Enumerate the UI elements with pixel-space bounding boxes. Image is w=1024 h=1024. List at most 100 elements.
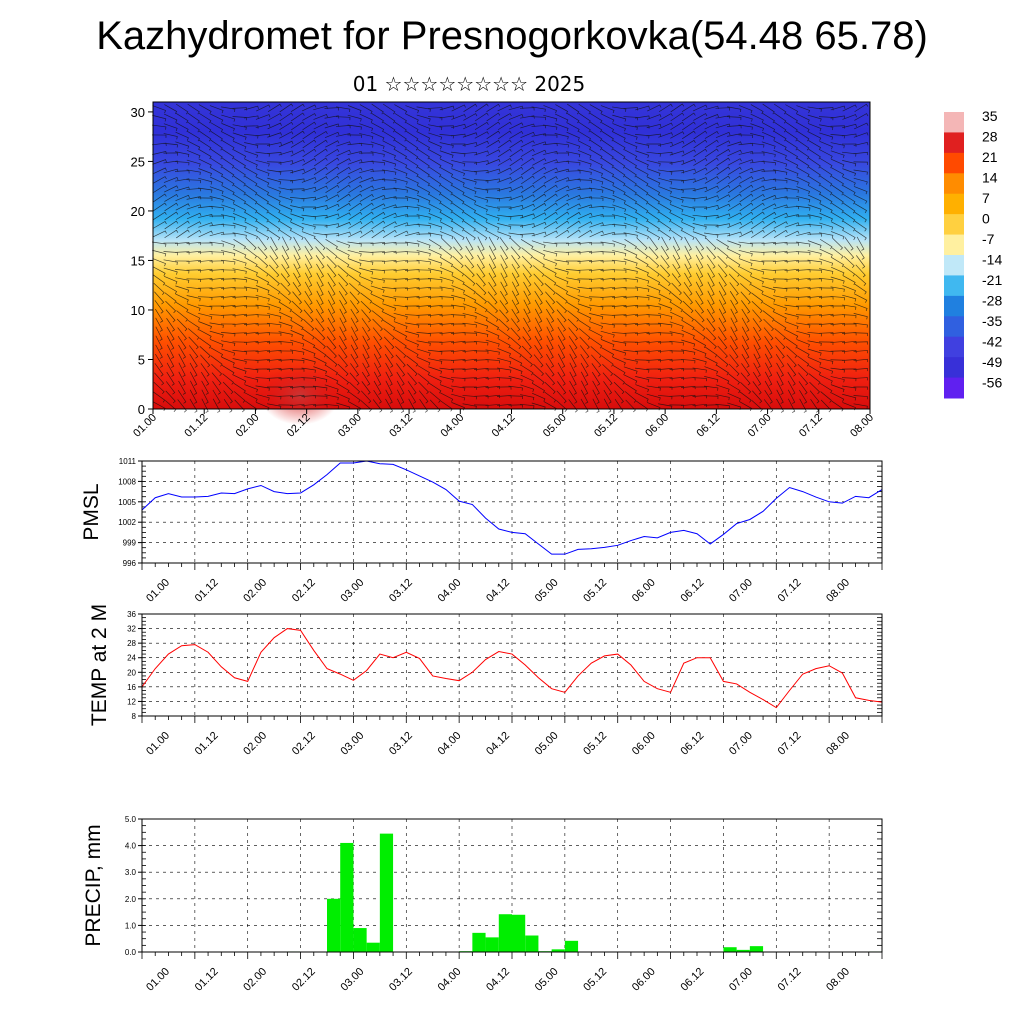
wind-barb [474, 112, 489, 122]
wind-barb [405, 167, 419, 178]
wind-barb [243, 305, 259, 309]
wind-barb [450, 368, 466, 372]
wind-barb [808, 148, 821, 160]
wind-barb [762, 112, 775, 124]
wind-barb [635, 257, 649, 268]
wind-barb [463, 220, 476, 232]
wind-barb [716, 166, 731, 176]
wind-barb [520, 403, 535, 409]
wind-barb [393, 321, 408, 330]
wind-barb [704, 195, 719, 201]
wind-barb [807, 287, 823, 291]
wind-barb [761, 170, 776, 174]
wind-barb [497, 186, 512, 192]
wind-barb [520, 364, 534, 376]
wind-barb [406, 139, 419, 151]
wind-barb [212, 398, 221, 413]
colorbar-label: -21 [982, 272, 1002, 288]
wind-barb [359, 113, 373, 123]
wind-barb [660, 255, 670, 269]
wind-barb [681, 213, 696, 221]
wind-barb [278, 150, 294, 156]
wind-barb [210, 130, 223, 142]
wind-barb [531, 231, 547, 237]
wind-barb [336, 248, 350, 258]
wind-barb [729, 290, 739, 305]
wind-barb [282, 236, 290, 251]
wind-barb [671, 273, 682, 287]
wind-barb [291, 310, 304, 322]
y-tick-label: 3.0 [125, 868, 137, 877]
wind-barb [658, 293, 672, 303]
wind-barb [842, 294, 857, 302]
precip-bar [353, 928, 367, 952]
wind-barb [773, 212, 788, 220]
wind-barb [557, 362, 566, 377]
wind-barb [383, 112, 396, 124]
wind-barb [762, 103, 775, 115]
wind-barb [752, 371, 762, 386]
wind-barb [498, 318, 510, 332]
wind-barb [681, 168, 696, 174]
wind-barb [152, 105, 166, 114]
wind-barb [646, 323, 661, 327]
wind-barb [315, 246, 325, 260]
wind-barb [396, 363, 406, 377]
wind-barb [695, 245, 704, 260]
wind-barb [382, 286, 397, 292]
wind-barb [532, 175, 547, 185]
wind-barb [818, 323, 834, 327]
wind-barb [808, 157, 821, 169]
wind-barb [764, 389, 773, 404]
wind-barb [439, 286, 454, 292]
wind-barb [327, 290, 336, 305]
wind-barb [568, 336, 578, 350]
wind-barb [164, 104, 178, 115]
wind-barb [623, 323, 639, 327]
wind-barb [613, 157, 626, 169]
wind-barb [533, 363, 544, 377]
wind-barb [325, 166, 340, 176]
wind-barb [198, 112, 212, 124]
wind-barb [440, 257, 454, 268]
wind-barb [337, 373, 350, 385]
wind-barb [451, 114, 466, 120]
wind-barb [243, 296, 259, 301]
wind-barb [569, 371, 577, 386]
wind-barb [463, 103, 478, 113]
wind-barb [232, 140, 247, 150]
wind-barb [635, 158, 649, 168]
wind-barb [657, 377, 673, 381]
wind-barb [635, 105, 650, 111]
wind-barb [496, 386, 512, 390]
wind-barb [775, 353, 785, 368]
wind-barb [187, 319, 200, 331]
wind-barb [166, 381, 176, 395]
wind-barb [841, 349, 857, 354]
wind-barb [532, 373, 545, 385]
wind-barb [324, 123, 340, 129]
wind-barb [727, 133, 742, 137]
wind-barb [658, 322, 673, 328]
wind-barb [819, 382, 833, 394]
wind-barb [761, 151, 776, 158]
wind-barb [474, 229, 488, 241]
wind-barb [416, 250, 431, 257]
colorbar-label: -49 [982, 354, 1002, 370]
page-subtitle: 01 ☆☆☆☆☆☆☆☆ 2025 [352, 72, 586, 96]
wind-barb [304, 300, 314, 314]
wind-barb [729, 354, 739, 368]
wind-barb [557, 381, 567, 395]
wind-barb [673, 236, 681, 251]
wind-barb [360, 400, 372, 412]
wind-barb [393, 268, 409, 273]
wind-barb [554, 152, 569, 156]
wind-barb [397, 398, 405, 413]
wind-barb [589, 158, 603, 168]
wind-barb [695, 254, 704, 269]
wind-barb [350, 344, 359, 359]
wind-barb [186, 196, 202, 200]
wind-barb [232, 278, 247, 283]
wind-barb [623, 358, 638, 365]
wind-barb [293, 254, 301, 269]
